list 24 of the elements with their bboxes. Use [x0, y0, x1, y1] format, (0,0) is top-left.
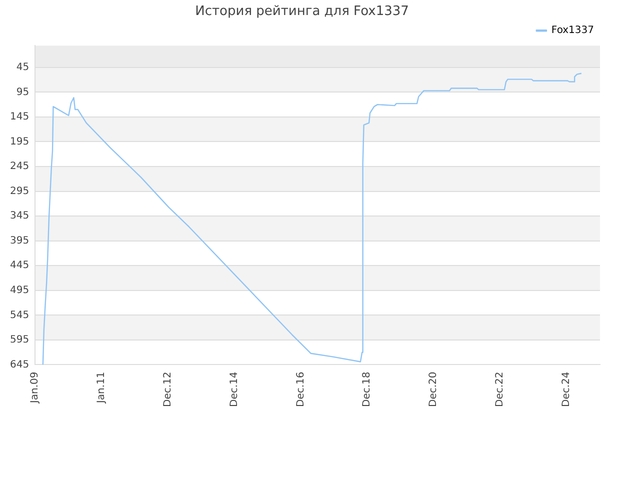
y-tick-label: 545 — [10, 310, 30, 321]
y-tick-label: 345 — [10, 210, 30, 222]
y-tick-label: 45 — [16, 62, 30, 73]
x-tick-label: Dec.14 — [228, 372, 240, 408]
x-tick-label: Dec.16 — [295, 372, 306, 408]
x-tick-label: Dec.24 — [560, 372, 572, 408]
x-tick-label: Jan.09 — [30, 372, 41, 404]
y-tick-label: 595 — [10, 334, 30, 346]
x-tick-label: Dec.22 — [494, 372, 506, 408]
y-tick-label: 295 — [10, 186, 30, 197]
chart-title: История рейтинга для Fox1337 — [195, 4, 409, 20]
x-tick-label: Dec.12 — [162, 372, 174, 408]
y-tick-label: 495 — [10, 285, 30, 296]
y-tick-label: 145 — [10, 112, 30, 123]
x-tick-label: Jan.11 — [96, 372, 108, 404]
x-tick-label: Dec.18 — [362, 372, 373, 408]
x-tick-label: Dec.20 — [428, 372, 440, 408]
legend-label: Fox1337 — [551, 25, 594, 36]
y-tick-label: 245 — [10, 161, 30, 172]
y-tick-label: 645 — [10, 359, 30, 370]
y-tick-label: 95 — [16, 86, 30, 98]
y-tick-label: 445 — [10, 260, 30, 272]
y-tick-label: 195 — [10, 136, 30, 148]
y-tick-label: 395 — [10, 235, 30, 246]
